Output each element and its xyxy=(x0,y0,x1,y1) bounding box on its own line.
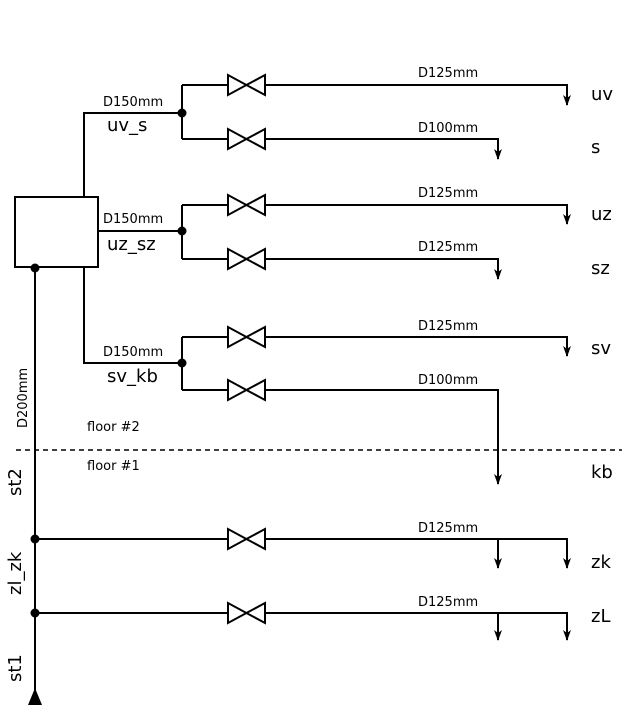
riser-segment-label: zl_zk xyxy=(5,551,26,595)
branch-uv-s xyxy=(83,74,571,197)
valve-icon xyxy=(227,74,266,96)
pipe-diameter: D125mm xyxy=(418,521,478,536)
outlet-label: uz xyxy=(591,204,612,225)
distribution-box xyxy=(14,196,99,268)
outlet-label: zk xyxy=(591,552,611,573)
branch-diameter: D150mm xyxy=(103,212,163,227)
branch-diameter: D150mm xyxy=(103,345,163,360)
branch-uz-sz xyxy=(98,194,571,280)
outlet-label: kb xyxy=(591,462,613,483)
outlet-label: zL xyxy=(591,606,610,627)
outlet-label: s xyxy=(591,137,600,158)
valve-icon xyxy=(227,128,266,150)
riser-segment-label: st2 xyxy=(5,468,26,496)
valve-icon xyxy=(227,602,266,624)
line-zk xyxy=(30,528,571,569)
floor-label: floor #2 xyxy=(87,420,140,435)
valve-icon xyxy=(227,248,266,270)
line-zl xyxy=(30,602,571,641)
valve-icon xyxy=(227,379,266,401)
valve-icon xyxy=(227,194,266,216)
branch-label: uz_sz xyxy=(107,234,156,255)
branch-label: uv_s xyxy=(107,115,147,136)
pipe-diameter: D125mm xyxy=(418,319,478,334)
valve-icon xyxy=(227,528,266,550)
branch-sv-kb xyxy=(83,267,571,485)
outlet-label: sz xyxy=(591,258,610,279)
branch-diameter: D150mm xyxy=(103,95,163,110)
riser-diameter: D200mm xyxy=(16,368,31,428)
pipe-diameter: D125mm xyxy=(418,240,478,255)
floor-label: floor #1 xyxy=(87,459,140,474)
junction-node xyxy=(30,263,40,273)
valve-icon xyxy=(227,326,266,348)
riser-segment-label: st1 xyxy=(5,654,26,682)
outlet-label: sv xyxy=(591,338,611,359)
inlet-arrow-icon xyxy=(28,688,42,705)
pipe-diameter: D125mm xyxy=(418,66,478,81)
branch-label: sv_kb xyxy=(107,366,158,387)
pipe-diameter: D100mm xyxy=(418,121,478,136)
outlet-label: uv xyxy=(591,84,613,105)
pipe-diameter: D125mm xyxy=(418,595,478,610)
pipe-diameter: D100mm xyxy=(418,373,478,388)
pipe-diameter: D125mm xyxy=(418,186,478,201)
